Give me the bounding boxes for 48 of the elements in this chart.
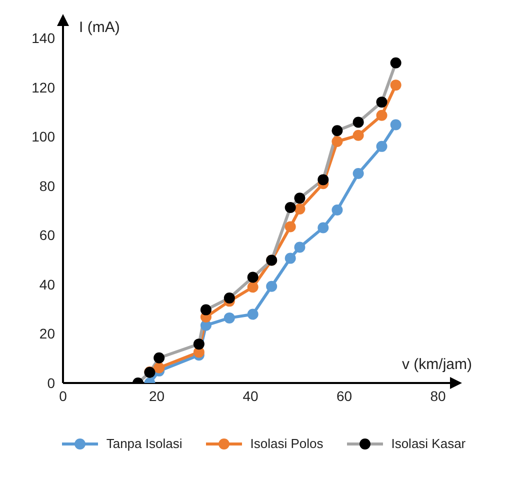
point bbox=[193, 338, 204, 350]
y-tick-label: 80 bbox=[39, 178, 56, 194]
x-tick-label: 40 bbox=[242, 388, 258, 404]
point bbox=[352, 116, 364, 128]
legend-label: Tanpa Isolasi bbox=[106, 436, 182, 451]
point bbox=[332, 125, 343, 136]
y-tick-label: 120 bbox=[32, 79, 56, 96]
point bbox=[224, 292, 235, 304]
point bbox=[294, 204, 306, 215]
x-tick-label: 60 bbox=[336, 388, 352, 404]
point bbox=[318, 222, 329, 234]
point bbox=[376, 110, 388, 121]
point bbox=[352, 130, 364, 141]
point bbox=[247, 282, 258, 293]
y-tick-label: 40 bbox=[39, 276, 56, 292]
y-tick-label: 60 bbox=[39, 227, 56, 244]
point bbox=[352, 168, 364, 180]
y-tick-label: 140 bbox=[32, 30, 56, 46]
point bbox=[390, 80, 402, 91]
legend-label: Isolasi Kasar bbox=[391, 436, 466, 451]
point bbox=[376, 140, 388, 152]
point bbox=[294, 242, 306, 253]
x-tick-label: 80 bbox=[430, 388, 446, 404]
point bbox=[284, 202, 296, 214]
legend-label: Isolasi Polos bbox=[250, 436, 324, 451]
x-tick-label: 20 bbox=[148, 388, 165, 404]
point bbox=[266, 280, 278, 292]
point bbox=[294, 192, 306, 204]
y-axis-title: I (mA) bbox=[79, 19, 120, 36]
point bbox=[332, 204, 343, 216]
y-tick-label: 0 bbox=[47, 374, 56, 391]
point bbox=[247, 308, 258, 320]
y-tick-label: 20 bbox=[39, 326, 56, 342]
point bbox=[390, 119, 402, 130]
point bbox=[224, 312, 235, 324]
point bbox=[247, 272, 258, 283]
point bbox=[200, 304, 212, 316]
x-tick-label: 0 bbox=[59, 388, 68, 404]
y-tick-label: 100 bbox=[32, 128, 56, 145]
point bbox=[284, 221, 296, 232]
point bbox=[332, 136, 343, 147]
point bbox=[154, 362, 165, 374]
point bbox=[376, 96, 388, 108]
point bbox=[154, 352, 165, 364]
point bbox=[284, 252, 296, 264]
x-axis-title: v (km/jam) bbox=[402, 356, 472, 373]
point bbox=[318, 174, 329, 186]
point bbox=[390, 57, 402, 68]
